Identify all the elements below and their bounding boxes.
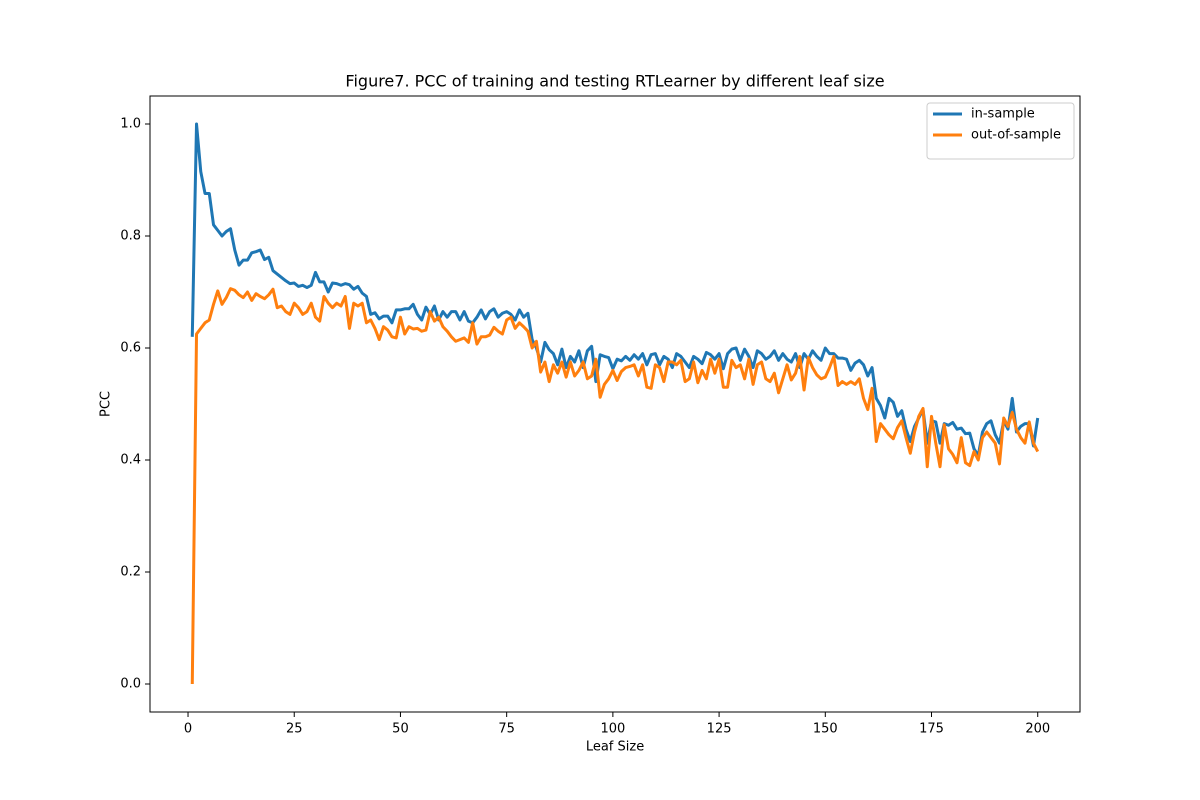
legend-label: in-sample: [971, 107, 1035, 122]
x-axis-label: Leaf Size: [586, 740, 644, 755]
line-series: [190, 287, 1040, 685]
line-series: [190, 122, 1040, 458]
y-tick-label: 0.0: [120, 677, 141, 692]
x-tick-label: 50: [392, 722, 409, 737]
x-tick-label: 25: [286, 722, 303, 737]
x-tick-label: 100: [600, 722, 625, 737]
y-tick-label: 0.2: [120, 565, 141, 580]
x-tick-label: 150: [813, 722, 838, 737]
x-tick-label: 0: [184, 722, 192, 737]
chart-title: Figure7. PCC of training and testing RTL…: [345, 72, 884, 91]
x-tick-label: 200: [1025, 722, 1050, 737]
x-tick-label: 75: [498, 722, 515, 737]
x-tick-label: 125: [707, 722, 732, 737]
plot-frame: [149, 95, 1081, 713]
y-tick-label: 0.6: [120, 341, 141, 356]
y-tick-label: 0.8: [120, 229, 141, 244]
y-tick-label: 1.0: [120, 117, 141, 132]
x-tick-label: 175: [919, 722, 944, 737]
legend-box: [926, 102, 1075, 160]
y-axis-label: PCC: [99, 391, 114, 417]
legend-label: out-of-sample: [971, 128, 1061, 143]
y-tick-label: 0.4: [120, 453, 141, 468]
